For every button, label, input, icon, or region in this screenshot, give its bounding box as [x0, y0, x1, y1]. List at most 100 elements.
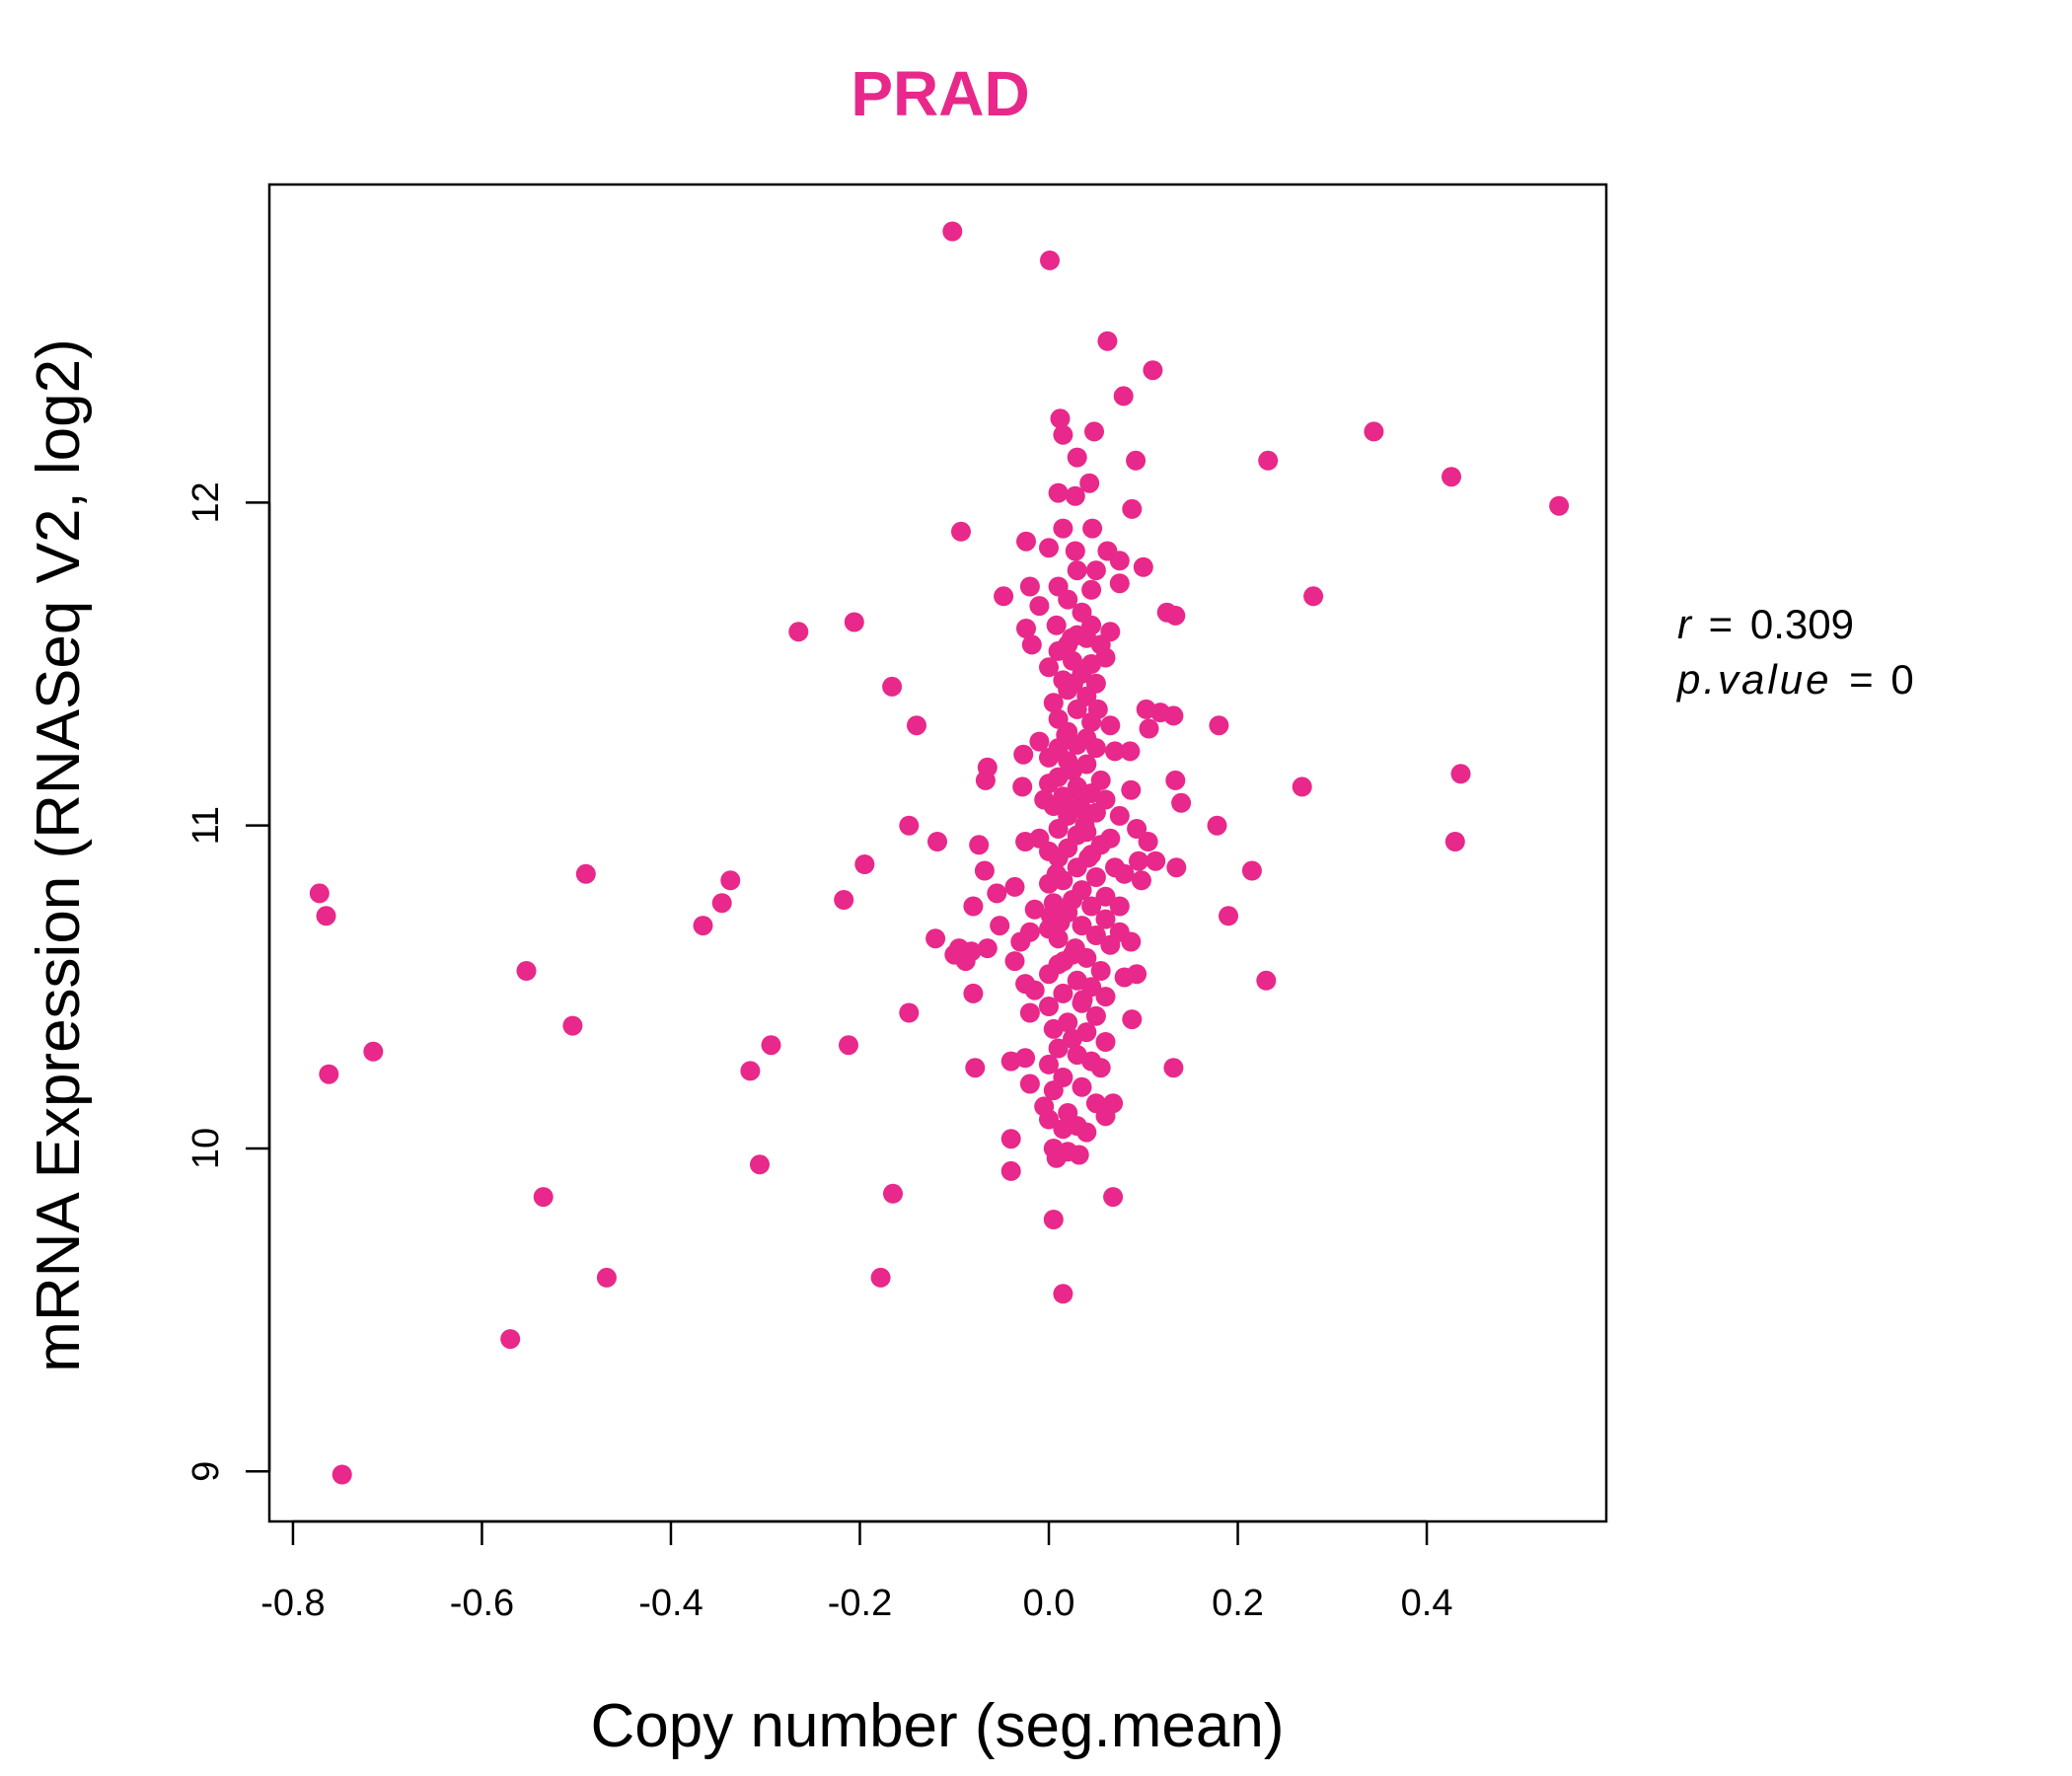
data-point — [1122, 498, 1143, 519]
data-point — [1085, 802, 1106, 823]
y-tick-label: 10 — [185, 1128, 227, 1169]
data-point — [1000, 1160, 1021, 1181]
data-point — [1114, 967, 1135, 988]
data-point — [974, 860, 995, 881]
data-point — [1090, 1058, 1111, 1078]
x-tick-label: -0.4 — [638, 1583, 703, 1624]
data-point — [1256, 970, 1277, 991]
data-point — [1062, 628, 1081, 648]
data-point — [693, 916, 713, 936]
data-point — [955, 951, 976, 972]
data-point — [1113, 386, 1134, 407]
data-point — [975, 770, 996, 790]
data-point — [309, 883, 330, 904]
data-point — [750, 1154, 770, 1175]
data-point — [1078, 848, 1099, 868]
data-point — [1163, 705, 1184, 726]
data-point — [1039, 997, 1059, 1016]
data-point — [1103, 1187, 1124, 1208]
data-point — [1053, 1284, 1073, 1304]
data-point — [1039, 1054, 1059, 1074]
data-point — [1072, 1076, 1092, 1097]
data-point — [1122, 1009, 1143, 1030]
data-point — [1015, 832, 1036, 851]
data-point — [1097, 331, 1118, 351]
data-point — [1084, 421, 1104, 442]
data-point — [1085, 1005, 1106, 1026]
data-point — [1024, 899, 1045, 920]
data-point — [1081, 896, 1102, 917]
data-point — [1043, 1080, 1064, 1101]
data-point — [1209, 715, 1229, 736]
data-point — [1048, 482, 1069, 503]
data-point — [1072, 916, 1092, 936]
chart-title: PRAD — [851, 58, 1029, 129]
data-point — [788, 622, 809, 642]
y-tick-label: 12 — [185, 481, 227, 523]
data-point — [1241, 860, 1262, 881]
p-value: 0 — [1890, 656, 1913, 703]
data-point — [1095, 909, 1116, 929]
data-point — [1048, 819, 1069, 839]
data-point — [994, 586, 1014, 607]
data-point — [1053, 424, 1073, 445]
x-tick-label: -0.6 — [450, 1583, 514, 1624]
data-point — [1048, 1038, 1069, 1059]
data-point — [1073, 990, 1093, 1010]
data-point — [1087, 699, 1108, 719]
data-point — [1085, 867, 1106, 887]
data-point — [854, 854, 875, 874]
data-point — [1039, 964, 1059, 985]
data-point — [965, 1058, 986, 1078]
data-point — [1039, 747, 1059, 768]
data-point — [1109, 896, 1130, 917]
data-point — [1126, 450, 1147, 471]
data-point — [533, 1187, 554, 1208]
data-point — [1065, 541, 1085, 561]
data-point — [1105, 741, 1125, 762]
data-point — [1079, 473, 1100, 493]
data-point — [1070, 783, 1090, 803]
data-point — [740, 1061, 761, 1081]
data-point — [882, 676, 903, 697]
data-point — [1095, 987, 1116, 1007]
data-point — [1000, 1051, 1021, 1072]
data-point — [1095, 886, 1116, 907]
data-point — [1069, 1145, 1089, 1165]
data-point — [1081, 579, 1102, 600]
data-point — [1040, 906, 1061, 926]
data-point — [761, 1035, 781, 1056]
x-tick-label: -0.8 — [260, 1583, 325, 1624]
data-point — [1120, 741, 1141, 762]
data-point — [1085, 738, 1106, 759]
data-point — [963, 983, 984, 1003]
data-point — [1039, 774, 1059, 794]
data-point — [575, 863, 596, 884]
data-point — [1040, 250, 1060, 270]
data-point — [1450, 764, 1471, 784]
data-point — [1043, 693, 1064, 713]
data-point — [1021, 634, 1042, 655]
data-point — [1010, 931, 1031, 952]
data-point — [1114, 863, 1135, 884]
data-point — [1085, 560, 1106, 581]
data-point — [1000, 1129, 1021, 1149]
data-point — [1292, 777, 1312, 797]
data-point — [834, 890, 854, 910]
data-point — [1442, 467, 1461, 487]
data-point — [1046, 863, 1067, 884]
data-point — [319, 1064, 339, 1084]
data-point — [1131, 870, 1151, 891]
plot-frame — [267, 183, 1608, 1523]
data-point — [596, 1267, 617, 1288]
data-point — [1076, 1122, 1097, 1143]
data-point — [1109, 551, 1130, 571]
data-point — [1039, 1109, 1059, 1130]
data-point — [927, 832, 947, 851]
data-point — [1133, 556, 1153, 577]
data-point — [1019, 1002, 1040, 1023]
data-point — [1067, 447, 1087, 468]
data-point — [1258, 450, 1279, 471]
data-point — [1054, 951, 1074, 972]
r-value: 0.309 — [1750, 601, 1854, 647]
